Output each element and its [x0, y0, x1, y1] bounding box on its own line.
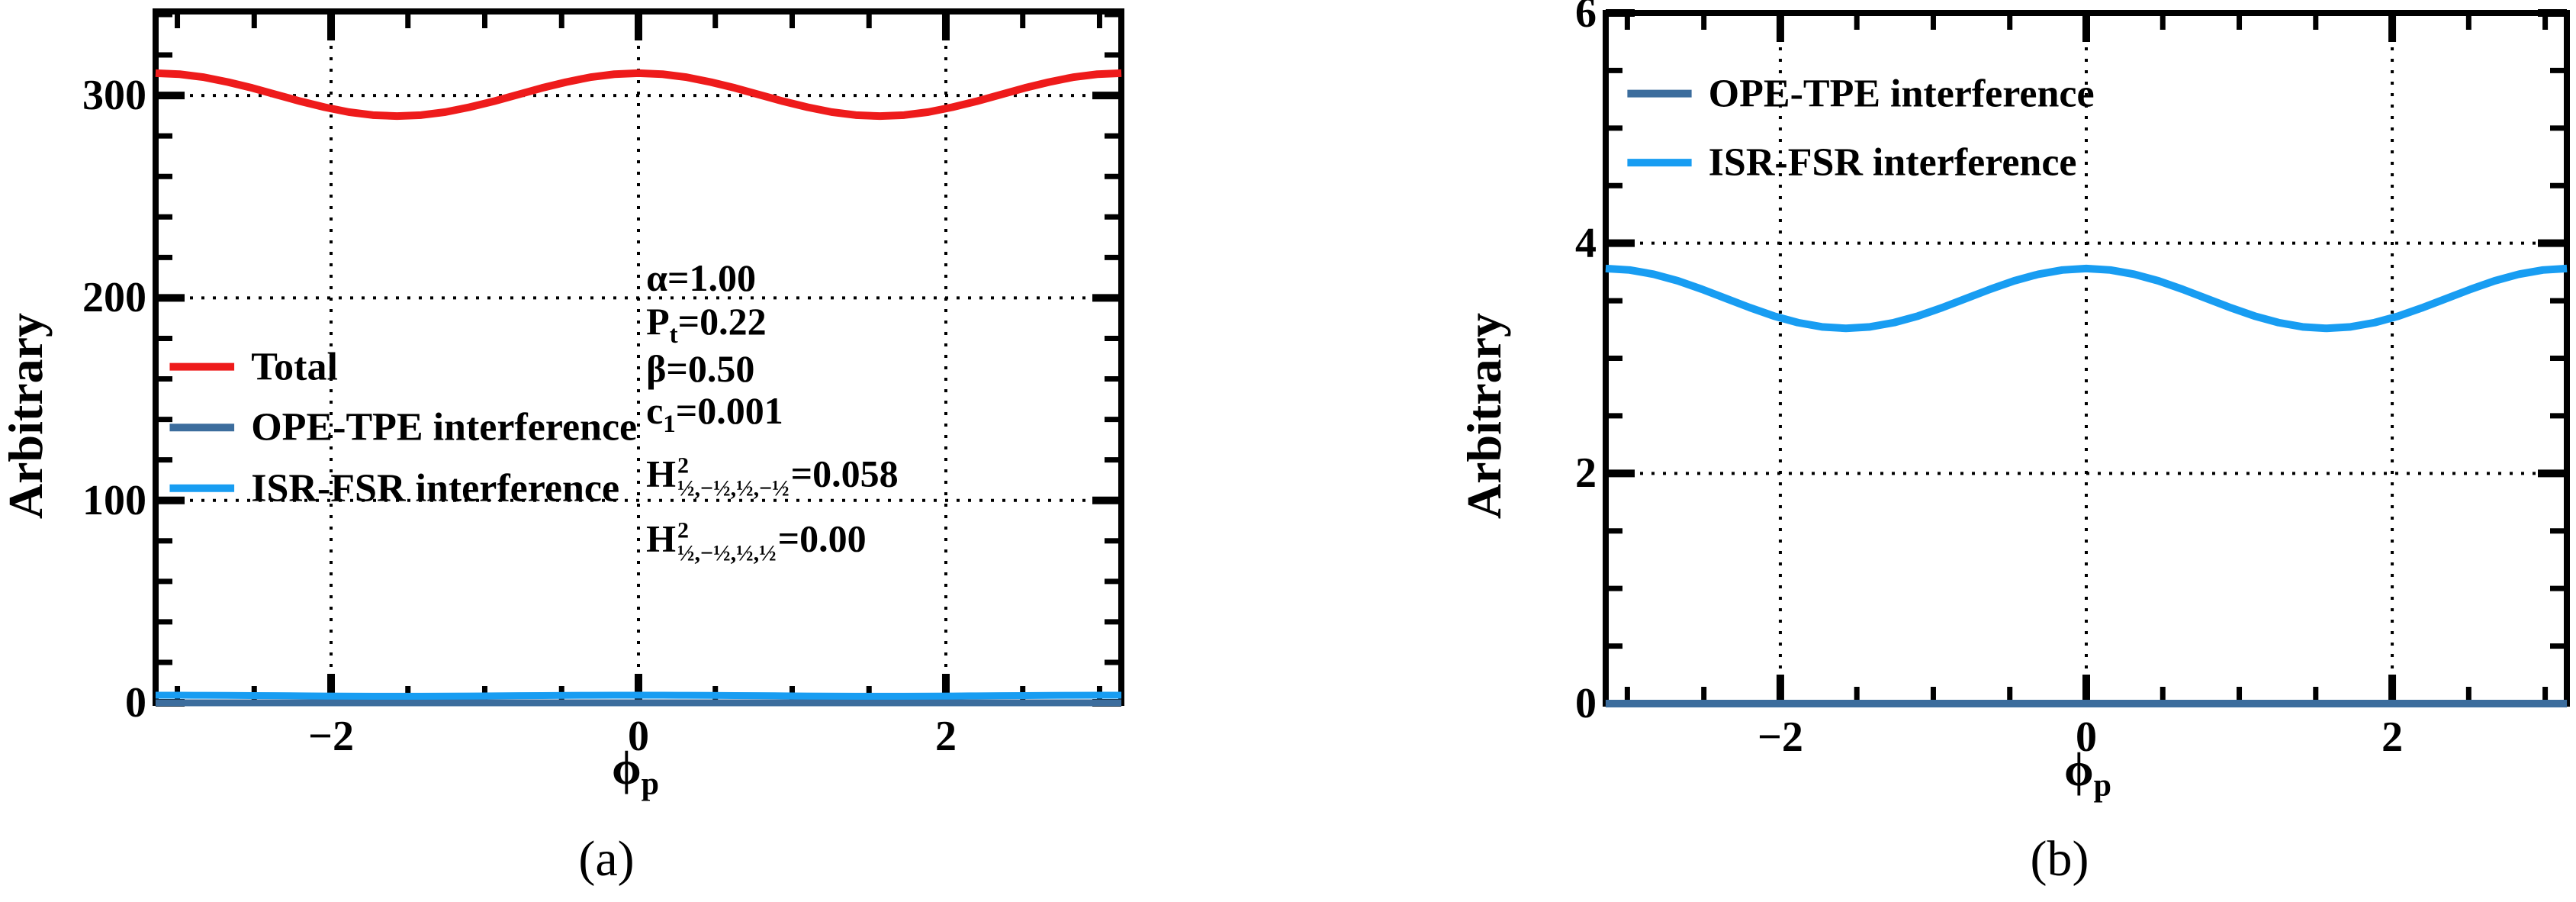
panel-caption-a: (a) — [578, 831, 635, 887]
annotation-line: α=1.00 — [646, 256, 756, 300]
annotation-line: c1=0.001 — [646, 388, 783, 438]
annotation-symbol: α — [646, 256, 667, 299]
y-tick-label: 300 — [82, 72, 146, 120]
y-tick-label: 0 — [1575, 680, 1597, 727]
phi-subscript: p — [2093, 768, 2112, 804]
panel-caption-b: (b) — [2030, 831, 2089, 887]
annotation-line: β=0.50 — [646, 346, 754, 391]
phi-symbol: ϕ — [611, 743, 642, 794]
legend-label: Total — [251, 345, 338, 389]
annotation-value: =0.001 — [675, 388, 783, 432]
curve-isr-fsr-interference — [155, 691, 1122, 700]
annotation-scripts: 2 ½,−½,½,−½ — [677, 453, 790, 501]
annotation-value: =0.00 — [777, 517, 867, 560]
annotation-symbol: β — [646, 347, 667, 391]
legend-label: ISR-FSR interference — [1708, 140, 2077, 185]
x-tick-label: −2 — [308, 713, 354, 760]
legend-label: OPE-TPE interference — [251, 405, 638, 449]
x-tick-label: 2 — [934, 713, 957, 760]
curve-total — [155, 69, 1122, 121]
annotation-line: H 2 ½,−½,½,½ =0.00 — [646, 516, 867, 565]
annotation-symbol: H — [646, 517, 676, 560]
phi-symbol: ϕ — [2063, 744, 2094, 796]
annotation-symbol: H — [646, 452, 676, 495]
annotation-value: =0.50 — [666, 347, 755, 391]
annotation-value: =0.22 — [677, 299, 767, 343]
x-tick-label: 0 — [628, 713, 649, 760]
legend-label: ISR-FSR interference — [251, 466, 620, 511]
y-tick-label: 100 — [82, 476, 146, 524]
legend-label: OPE-TPE interference — [1708, 72, 2095, 116]
annotation-value: =0.058 — [790, 452, 899, 495]
curve-isr-fsr-interference — [1605, 264, 2568, 333]
annotation-scripts: 2 ½,−½,½,½ — [677, 517, 777, 566]
annotation-symbol: c — [646, 388, 664, 432]
x-tick-label: −2 — [1757, 714, 1803, 761]
annotation-symbol: P — [646, 299, 670, 343]
annotation-value: =1.00 — [667, 256, 756, 299]
annotation-line: H 2 ½,−½,½,−½ =0.058 — [646, 451, 899, 501]
annotation-line: Pt=0.22 — [646, 299, 767, 349]
x-axis-label-a: ϕp — [612, 742, 659, 802]
x-tick-label: 2 — [2381, 714, 2404, 761]
y-tick-label: 0 — [125, 679, 146, 726]
phi-subscript: p — [641, 766, 660, 802]
y-tick-label: 4 — [1575, 219, 1597, 267]
y-tick-label: 2 — [1575, 449, 1597, 498]
x-axis-label-b: ϕp — [2064, 743, 2111, 804]
y-tick-label: 6 — [1575, 0, 1597, 37]
y-tick-label: 200 — [82, 274, 146, 322]
x-tick-label: 0 — [2076, 714, 2097, 761]
